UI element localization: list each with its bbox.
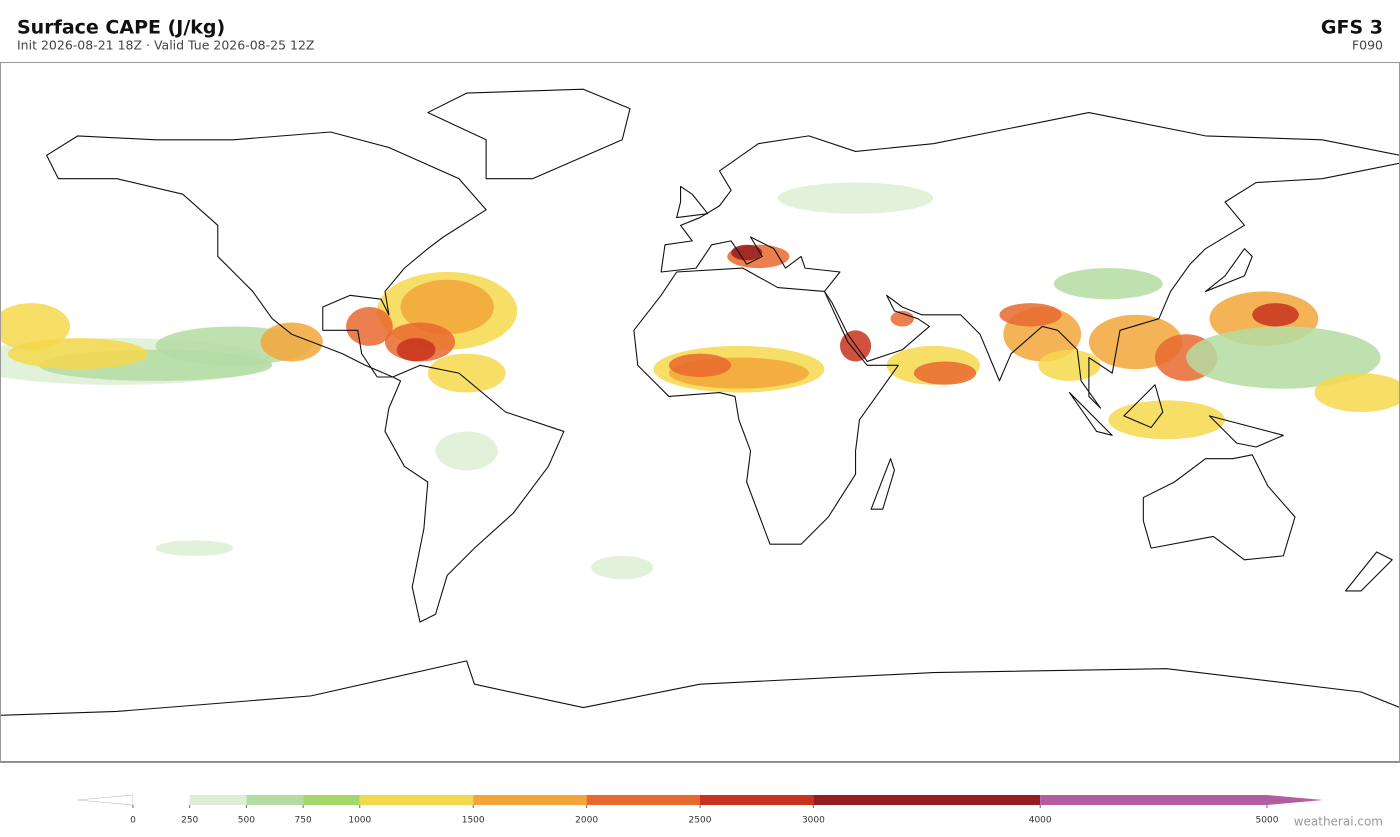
coastline <box>1142 454 1296 561</box>
colorbar-segment <box>189 795 247 805</box>
cape-area <box>396 338 436 362</box>
cape-area <box>260 322 323 362</box>
coastline <box>1068 392 1113 436</box>
cape-area <box>668 353 732 378</box>
colorbar-segment <box>1040 795 1267 805</box>
cape-area <box>913 361 977 385</box>
cape-area <box>1252 303 1299 327</box>
coastline <box>0 660 1400 763</box>
cape-area <box>591 555 654 580</box>
forecast-hour: F090 <box>1352 38 1383 53</box>
cape-area <box>427 353 506 393</box>
coastline <box>46 131 487 378</box>
watermark: weatherai.com <box>1294 815 1383 829</box>
model-name: GFS 3 <box>1321 17 1383 39</box>
cape-area <box>1314 373 1400 412</box>
colorbar-tick-label: 0 <box>130 816 136 826</box>
cape-area <box>999 303 1062 327</box>
colorbar-segment <box>813 795 1041 805</box>
coastline <box>1345 551 1393 592</box>
colorbar-tick-label: 1500 <box>462 816 485 826</box>
coastline <box>1208 415 1284 448</box>
colorbar-segment <box>246 795 304 805</box>
cape-area <box>731 244 763 261</box>
colorbar-tick-label: 250 <box>181 816 198 826</box>
coastline <box>1205 248 1253 292</box>
colorbar-segment <box>586 795 700 805</box>
colorbar-tick-label: 4000 <box>1029 816 1052 826</box>
cape-area <box>1108 400 1225 440</box>
cape-area <box>1053 268 1163 300</box>
colorbar-segment <box>473 795 587 805</box>
cape-area <box>890 310 914 327</box>
cape-area <box>346 307 393 346</box>
colorbar-segment <box>359 795 474 805</box>
colorbar-tick-label: 500 <box>238 816 255 826</box>
title: Surface CAPE (J/kg) <box>17 17 225 39</box>
coastline <box>870 458 895 510</box>
coastline <box>1123 384 1164 429</box>
cape-area <box>0 303 70 350</box>
cape-area <box>1186 326 1381 389</box>
colorbar-tick-label: 2000 <box>575 816 598 826</box>
colorbar-segment <box>133 795 190 805</box>
colorbar-segment <box>700 795 814 805</box>
cape-area <box>155 540 234 556</box>
coastline <box>384 364 565 623</box>
coastline <box>676 185 709 219</box>
coastline <box>633 267 899 545</box>
colorbar-over <box>1267 795 1323 805</box>
coastline <box>427 88 631 180</box>
coastline <box>660 112 1400 409</box>
cape-area <box>435 431 498 471</box>
colorbar-under <box>76 794 134 806</box>
colorbar-tick-label: 3000 <box>802 816 825 826</box>
colorbar-tick-label: 1000 <box>348 816 371 826</box>
cape-area <box>777 182 934 214</box>
subtitle: Init 2026-08-21 18Z · Valid Tue 2026-08-… <box>17 38 314 53</box>
colorbar-tick-label: 750 <box>295 816 312 826</box>
map <box>0 88 1400 763</box>
cape-area <box>400 279 494 335</box>
colorbar-tick-label: 2500 <box>689 816 712 826</box>
colorbar: 0 250 500 750 1000 1500 2000 2500 3000 4000 5000 <box>76 794 1323 826</box>
cape-area <box>1038 349 1101 381</box>
colorbar-tick-label: 5000 <box>1256 816 1279 826</box>
colorbar-segment <box>303 795 360 805</box>
